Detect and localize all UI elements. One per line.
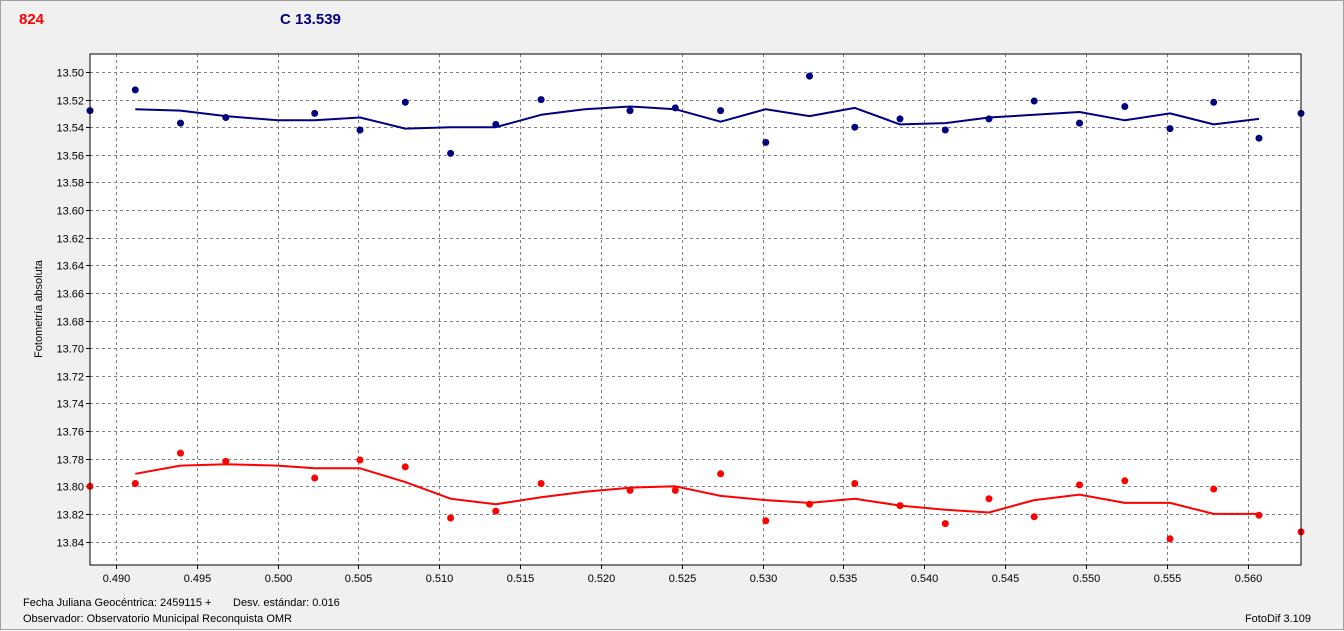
y-tick-label: 13.74	[56, 399, 84, 411]
grid-lines	[90, 54, 1301, 565]
y-tick-label: 13.52	[56, 96, 84, 108]
y-tick-label: 13.62	[56, 234, 84, 246]
target-point	[447, 514, 455, 522]
target-point	[311, 474, 319, 482]
comparison-point	[1030, 97, 1038, 105]
comparison-point	[222, 114, 230, 121]
target-point	[492, 507, 500, 515]
comparison-point	[492, 120, 500, 128]
comparison-point	[941, 126, 949, 134]
target-point	[1076, 481, 1083, 489]
target-point	[356, 456, 364, 464]
y-tick-label: 13.58	[56, 178, 84, 190]
comparison-point	[447, 149, 455, 157]
target-point	[537, 480, 545, 487]
y-tick-label: 13.54	[56, 123, 84, 135]
target-point	[222, 457, 230, 465]
comparison-point	[177, 119, 184, 127]
plot-area	[90, 54, 1301, 565]
target-point	[1166, 535, 1174, 543]
x-tick-label: 0.540	[911, 573, 939, 585]
target-point	[1121, 477, 1129, 485]
comparison-point	[1121, 103, 1129, 110]
x-tick-label: 0.535	[830, 573, 858, 585]
target-point	[851, 480, 859, 487]
std-dev-label: Desv. estándar: 0.016	[233, 597, 340, 609]
x-tick-label: 0.490	[103, 573, 131, 585]
comparison-point	[131, 86, 139, 94]
x-tick-label: 0.515	[507, 573, 535, 585]
comparison-star-label: C 13.539	[280, 11, 341, 28]
comparison-point	[626, 107, 634, 115]
target-point	[671, 486, 679, 494]
x-tick-label: 0.550	[1073, 573, 1101, 585]
y-tick-label: 13.66	[56, 289, 84, 301]
target-point	[1255, 511, 1263, 519]
target-point	[941, 520, 949, 528]
comparison-point	[671, 104, 679, 112]
comparison-point	[896, 115, 904, 123]
y-tick-label: 13.80	[56, 482, 84, 494]
data-series	[86, 72, 1305, 543]
target-point	[177, 449, 184, 457]
target-point	[131, 480, 139, 487]
comparison-point	[717, 107, 725, 115]
x-tick-label: 0.500	[265, 573, 293, 585]
comparison-point	[537, 96, 545, 104]
target-point	[626, 486, 634, 494]
x-tick-label: 0.545	[992, 573, 1020, 585]
target-point	[762, 517, 770, 525]
y-tick-label: 13.70	[56, 344, 84, 356]
y-tick-label: 13.76	[56, 427, 84, 439]
x-tick-label: 0.520	[588, 573, 616, 585]
comparison-trend-line	[135, 105, 1260, 130]
comparison-point	[762, 138, 770, 146]
comparison-point	[1210, 98, 1218, 106]
y-axis-ticks: 13.50 13.52 13.54 13.56 13.58 13.60 13.62 13.64…	[56, 68, 90, 550]
x-tick-label: 0.505	[345, 573, 373, 585]
y-tick-label: 13.68	[56, 317, 84, 329]
y-tick-label: 13.78	[56, 455, 84, 467]
plot-frame	[89, 53, 1302, 566]
comparison-point	[311, 109, 319, 117]
target-point	[401, 463, 409, 471]
x-tick-label: 0.495	[184, 573, 212, 585]
y-tick-label: 13.50	[56, 68, 84, 80]
julian-date-label: Fecha Juliana Geocéntrica: 2459115 +	[23, 597, 212, 609]
target-point	[717, 470, 725, 478]
comparison-point	[985, 115, 993, 123]
comparison-point	[356, 126, 364, 134]
x-tick-label: 0.525	[669, 573, 697, 585]
y-tick-label: 13.60	[56, 206, 84, 218]
y-tick-label: 13.72	[56, 372, 84, 384]
comparison-point	[1255, 134, 1263, 142]
comparison-point	[401, 98, 409, 106]
comparison-point	[806, 72, 813, 80]
y-tick-label: 13.56	[56, 151, 84, 163]
observer-label: Observador: Observatorio Municipal Recon…	[23, 613, 293, 625]
comparison-point	[851, 123, 859, 131]
x-tick-label: 0.560	[1235, 573, 1263, 585]
comparison-series	[86, 72, 1305, 157]
x-tick-label: 0.530	[750, 573, 778, 585]
target-point	[896, 502, 904, 510]
target-point	[985, 495, 993, 503]
target-trend-line	[135, 463, 1259, 515]
comparison-point	[1076, 119, 1083, 127]
comparison-point	[1166, 125, 1174, 133]
target-point	[1210, 485, 1218, 493]
x-tick-label: 0.510	[426, 573, 454, 585]
target-series	[86, 449, 1305, 543]
target-point	[806, 500, 813, 508]
target-point	[1030, 513, 1038, 521]
y-tick-label: 13.82	[56, 510, 84, 522]
x-axis-ticks: 0.490 0.495 0.500 0.505 0.510 0.515 0.520 0.525…	[103, 565, 1263, 585]
target-id-label: 824	[19, 11, 45, 28]
x-tick-label: 0.555	[1154, 573, 1182, 585]
software-version-label: FotoDif 3.109	[1244, 613, 1311, 625]
y-tick-label: 13.64	[56, 261, 84, 273]
y-tick-label: 13.84	[56, 538, 84, 550]
